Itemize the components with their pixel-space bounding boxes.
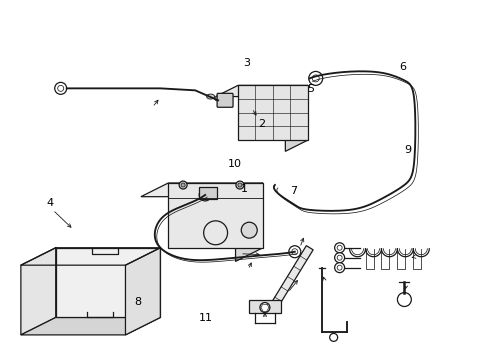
Text: 3: 3 <box>243 58 250 68</box>
Polygon shape <box>21 248 56 335</box>
Circle shape <box>179 181 187 189</box>
Text: 7: 7 <box>289 186 296 196</box>
Text: 11: 11 <box>198 313 212 323</box>
Circle shape <box>334 243 344 253</box>
Circle shape <box>260 302 269 312</box>
Text: 4: 4 <box>46 198 53 208</box>
Circle shape <box>336 245 342 250</box>
Circle shape <box>238 183 242 187</box>
Bar <box>248 300 280 314</box>
Circle shape <box>288 246 300 258</box>
Text: 1: 1 <box>241 184 247 194</box>
Polygon shape <box>238 85 307 140</box>
Circle shape <box>241 222 257 238</box>
Circle shape <box>199 189 211 201</box>
Ellipse shape <box>206 94 214 99</box>
Polygon shape <box>21 318 160 335</box>
Circle shape <box>397 293 410 306</box>
Polygon shape <box>285 85 307 151</box>
Circle shape <box>291 249 297 255</box>
Circle shape <box>308 71 322 85</box>
Circle shape <box>55 82 66 94</box>
Circle shape <box>334 253 344 263</box>
Text: 10: 10 <box>227 159 241 169</box>
Text: 2: 2 <box>258 120 264 129</box>
Text: 9: 9 <box>403 144 410 154</box>
Ellipse shape <box>214 96 222 101</box>
Circle shape <box>202 192 208 198</box>
Circle shape <box>329 333 337 341</box>
Circle shape <box>203 221 227 245</box>
FancyBboxPatch shape <box>199 187 217 199</box>
Polygon shape <box>235 183 263 261</box>
Polygon shape <box>56 248 160 318</box>
Polygon shape <box>125 248 160 335</box>
Circle shape <box>235 181 244 189</box>
Circle shape <box>336 265 342 270</box>
Circle shape <box>58 85 63 91</box>
Text: 6: 6 <box>399 62 406 72</box>
Text: 8: 8 <box>134 297 141 307</box>
Circle shape <box>334 263 344 273</box>
Polygon shape <box>168 183 263 248</box>
Polygon shape <box>268 246 312 312</box>
Polygon shape <box>215 85 307 96</box>
Polygon shape <box>141 183 263 197</box>
Text: 5: 5 <box>306 84 313 94</box>
FancyBboxPatch shape <box>217 93 233 107</box>
Circle shape <box>336 255 342 260</box>
Circle shape <box>181 183 185 187</box>
Circle shape <box>312 75 319 82</box>
